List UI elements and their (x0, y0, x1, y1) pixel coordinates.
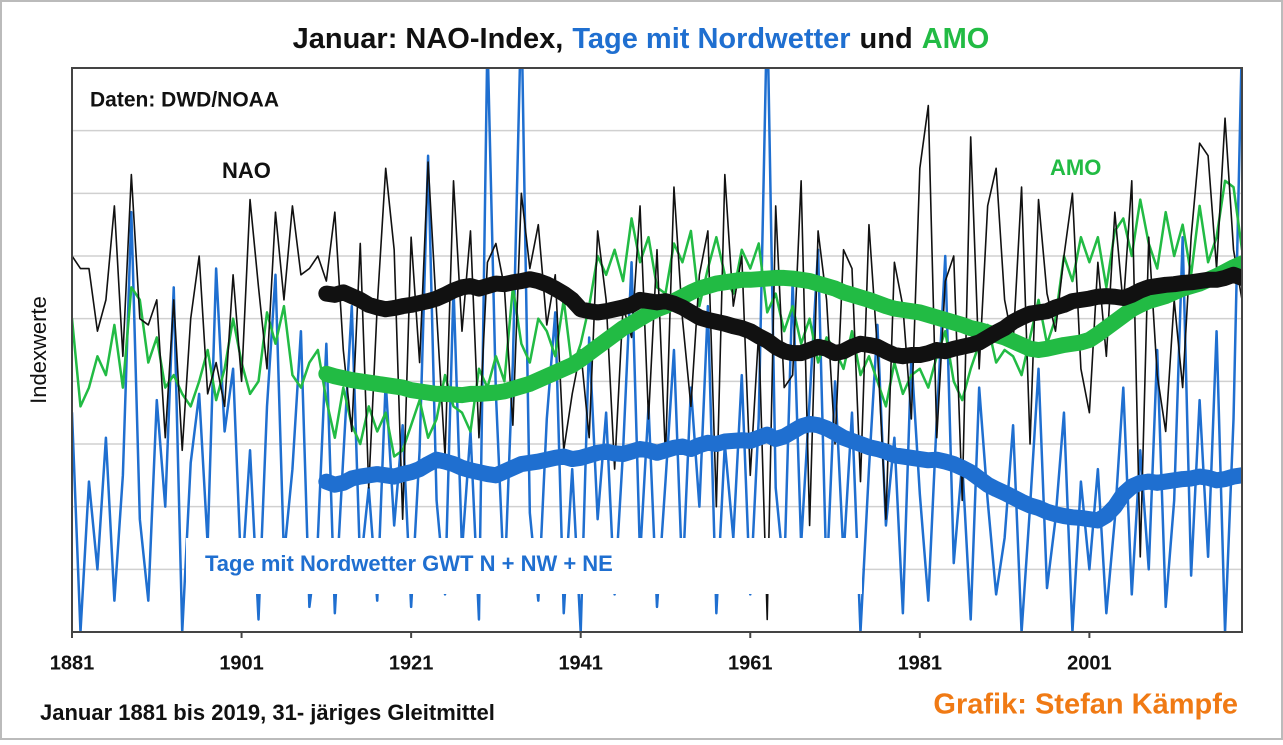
x-tick-label: 1981 (898, 652, 943, 674)
annotation-box (186, 538, 862, 594)
x-tick-label: 2001 (1067, 652, 1112, 674)
x-tick-label: 1901 (219, 652, 264, 674)
title-part: und (860, 23, 913, 55)
smoothed-lines (318, 255, 1242, 529)
credit: Grafik: Stefan Kämpfe (933, 689, 1238, 721)
annotations: Daten: DWD/NOAA Tage mit Nordwetter GWT N… (90, 89, 1101, 594)
plot-frame (71, 67, 1243, 633)
title-part: Januar: NAO-Index, (293, 23, 564, 55)
series-label: Tage mit Nordwetter GWT N + NW + NE (205, 551, 613, 576)
x-tick-label: 1881 (50, 652, 95, 674)
title-part: AMO (922, 23, 990, 55)
series-line (318, 415, 1242, 529)
chart-title: Januar: NAO-Index, Tage mit Nordwetter und… (293, 23, 990, 55)
x-tick-label: 1961 (728, 652, 773, 674)
source-label: Daten: DWD/NOAA (90, 89, 279, 112)
series-label: AMO (1050, 155, 1101, 180)
series-line (318, 255, 1242, 404)
footnote: Januar 1881 bis 2019, 31- järiges Gleitm… (40, 700, 495, 725)
x-tick-label: 1921 (389, 652, 434, 674)
series-line (72, 68, 1242, 632)
series-label: NAO (222, 158, 271, 183)
series-line (318, 266, 1242, 365)
title-part: Tage mit Nordwetter (572, 23, 850, 55)
series-line (72, 104, 1242, 621)
x-tick-label: 1941 (558, 652, 603, 674)
x-axis: 1881 1901 1921 1941 1961 1981 2001 (50, 632, 1112, 674)
y-axis-label: Indexwerte (26, 296, 51, 404)
